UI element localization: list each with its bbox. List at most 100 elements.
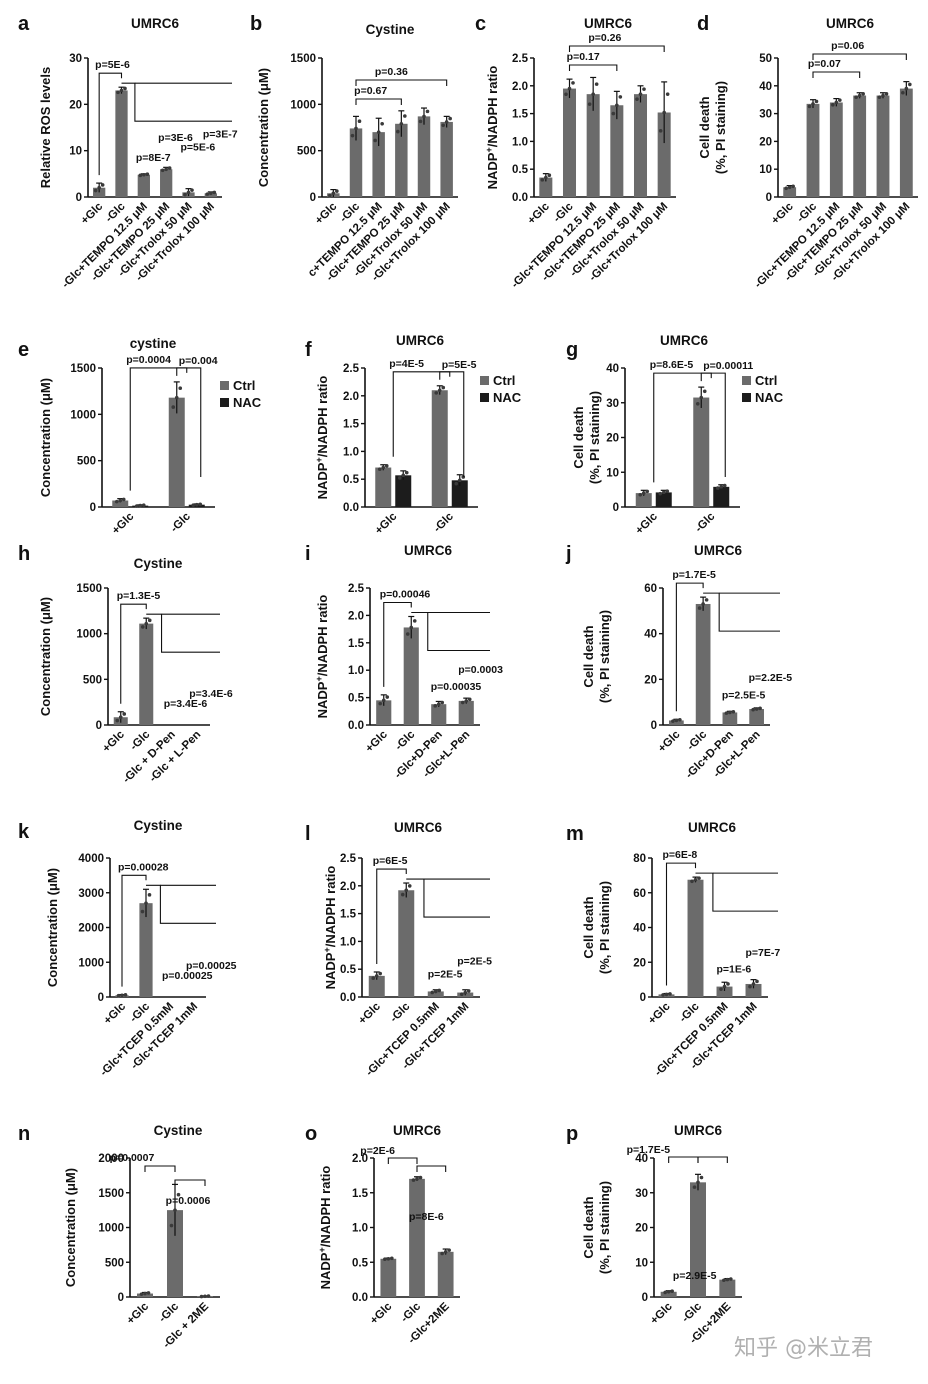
p-value-label: p=1.7E-5 xyxy=(627,1144,671,1156)
data-point xyxy=(371,976,376,981)
legend-label: NAC xyxy=(755,390,784,405)
data-point xyxy=(701,602,705,606)
data-point xyxy=(834,100,839,105)
bar xyxy=(380,1258,397,1297)
x-tick-label: +Glc xyxy=(646,1000,673,1027)
y-tick-label: 1500 xyxy=(70,363,96,375)
data-point xyxy=(418,1175,423,1180)
y-tick-label: 40 xyxy=(606,363,619,375)
data-point xyxy=(142,172,146,177)
data-point xyxy=(397,476,402,480)
data-point xyxy=(403,114,407,118)
p-value-label: p=2.9E-5 xyxy=(673,1270,717,1282)
bar xyxy=(610,105,624,197)
p-value-label: p=1.7E-5 xyxy=(672,569,716,581)
data-point xyxy=(404,470,409,475)
bar xyxy=(398,890,415,997)
panel-label: g xyxy=(566,339,578,361)
data-point xyxy=(838,98,842,102)
significance-bracket xyxy=(700,372,726,477)
data-point xyxy=(400,892,405,897)
data-point xyxy=(203,1294,207,1299)
significance-bracket xyxy=(406,878,490,918)
data-point xyxy=(206,1294,211,1298)
chart-title: UMRC6 xyxy=(396,333,444,348)
data-point xyxy=(436,702,441,706)
legend-label: NAC xyxy=(493,390,522,405)
y-tick-label: 0 xyxy=(98,992,104,1004)
data-point xyxy=(857,93,862,98)
bar xyxy=(137,174,150,197)
y-tick-label: 1000 xyxy=(98,1223,124,1235)
bar xyxy=(660,1291,677,1297)
data-point xyxy=(115,718,120,723)
data-point xyxy=(748,984,752,989)
panel-label: f xyxy=(305,339,312,361)
bar xyxy=(586,94,600,197)
data-point xyxy=(668,992,672,996)
data-point xyxy=(140,625,145,629)
bar xyxy=(403,627,419,725)
y-tick-label: 20 xyxy=(644,674,657,686)
significance-bracket xyxy=(121,874,147,987)
data-point xyxy=(463,990,468,995)
data-point xyxy=(433,989,438,994)
panel-label: i xyxy=(305,543,311,565)
data-point xyxy=(725,1277,730,1282)
data-point xyxy=(97,185,101,190)
bar xyxy=(690,1182,706,1297)
p-value-label: p=0.00046 xyxy=(380,588,431,600)
chart-title: UMRC6 xyxy=(660,333,708,348)
p-value-label: p=1E-6 xyxy=(717,964,752,976)
data-point xyxy=(671,719,675,723)
y-tick-label: 2.5 xyxy=(348,583,365,595)
p-value-label: p=0.00025 xyxy=(186,960,237,972)
data-point xyxy=(699,395,704,400)
y-axis-label: NADP+/NADPH ratio xyxy=(322,866,338,990)
y-tick-label: 2000 xyxy=(78,923,104,935)
y-axis-label: NADP+/NADPH ratio xyxy=(314,595,330,719)
data-point xyxy=(665,489,670,493)
bar xyxy=(368,975,385,997)
chart-title: UMRC6 xyxy=(694,543,742,558)
data-point xyxy=(719,987,723,991)
x-tick-label: +Glc xyxy=(769,200,796,227)
data-point xyxy=(116,993,121,998)
bar xyxy=(655,492,672,507)
legend-swatch xyxy=(480,376,489,385)
data-point xyxy=(722,984,727,989)
data-point xyxy=(401,473,406,478)
data-point xyxy=(147,893,152,897)
panel-label: l xyxy=(305,823,311,845)
data-point xyxy=(457,478,462,483)
p-value-label: p=0.36 xyxy=(375,66,408,78)
data-point xyxy=(751,707,755,712)
significance-bracket xyxy=(675,582,704,712)
data-point xyxy=(374,974,379,978)
x-tick-label: +Glc xyxy=(364,728,391,755)
p-value-label: p=3.4E-6 xyxy=(164,698,208,710)
bar xyxy=(204,193,217,197)
data-point xyxy=(376,130,381,134)
data-point xyxy=(198,502,203,507)
y-axis-label-line2: (%, PI staining) xyxy=(713,81,728,174)
bar xyxy=(749,709,764,725)
data-point xyxy=(674,718,679,723)
significance-bracket xyxy=(568,64,618,71)
data-point xyxy=(147,618,152,623)
data-point xyxy=(437,988,442,993)
y-tick-label: 0.5 xyxy=(352,1257,369,1269)
significance-bracket xyxy=(146,884,216,924)
data-point xyxy=(209,191,213,196)
data-point xyxy=(174,395,179,400)
data-point xyxy=(194,502,199,507)
y-tick-label: 60 xyxy=(644,583,657,595)
data-point xyxy=(692,1185,697,1189)
p-value-label: p=0.004 xyxy=(179,355,218,367)
data-point xyxy=(183,192,187,197)
data-point xyxy=(433,704,438,708)
y-tick-label: 40 xyxy=(644,629,657,641)
data-point xyxy=(697,876,701,880)
data-point xyxy=(190,188,194,192)
panel-label: e xyxy=(18,339,29,361)
